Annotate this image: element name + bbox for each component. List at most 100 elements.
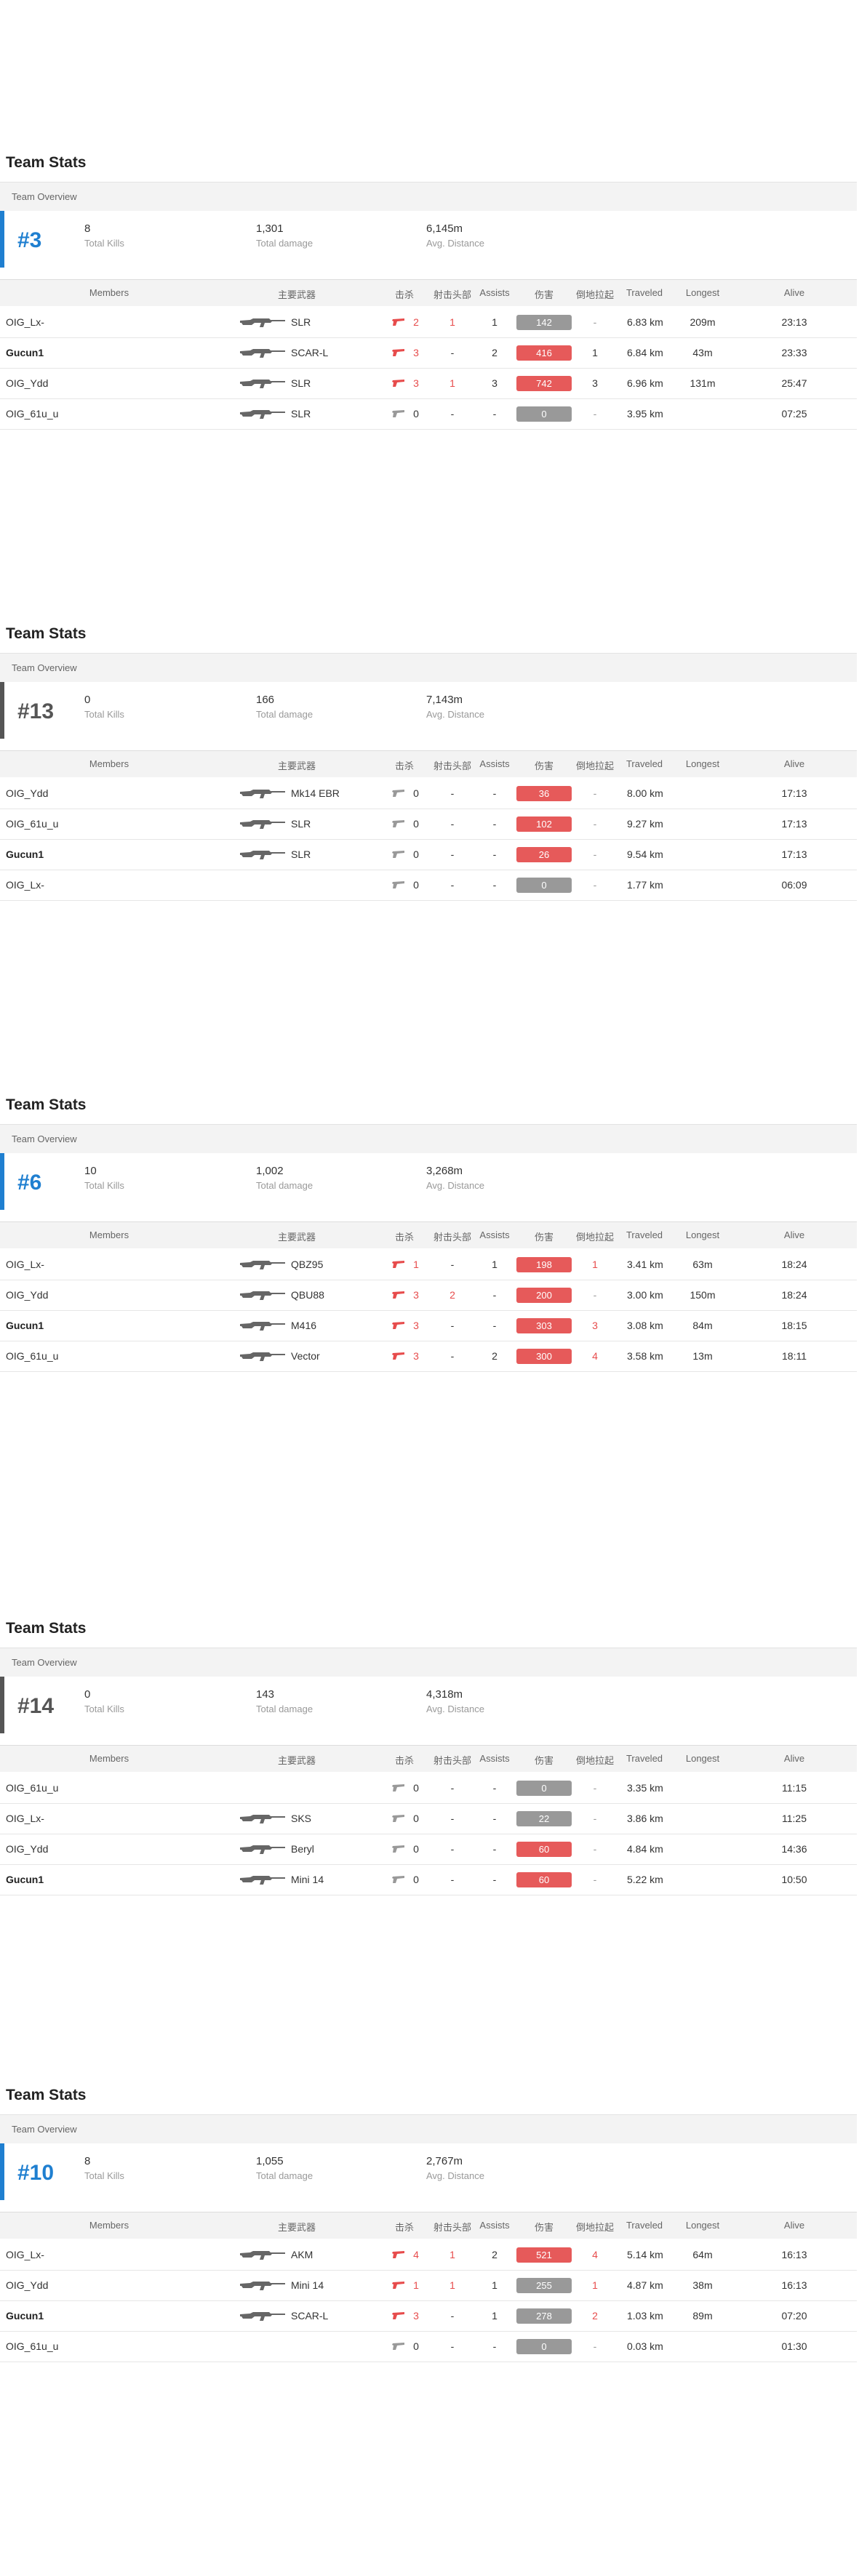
column-header[interactable]: 击杀 xyxy=(394,1232,414,1243)
column-header[interactable]: 倒地拉起 xyxy=(575,2222,614,2233)
traveled-value: 3.95 km xyxy=(627,408,663,420)
column-header[interactable]: Longest xyxy=(685,2220,720,2231)
member-name[interactable]: OIG_61u_u xyxy=(6,408,59,420)
column-header[interactable]: 主要武器 xyxy=(277,761,316,771)
member-name[interactable]: OIG_61u_u xyxy=(6,1782,59,1794)
weapon-name: SCAR-L xyxy=(291,2310,329,2322)
column-header[interactable]: 射击头部 xyxy=(433,1755,471,1766)
pistol-icon xyxy=(392,2312,404,2319)
member-name[interactable]: OIG_61u_u xyxy=(6,818,59,830)
column-header[interactable]: Traveled xyxy=(626,758,663,769)
team-overview-tab[interactable]: Team Overview xyxy=(0,2114,857,2144)
column-header[interactable]: 主要武器 xyxy=(277,1232,316,1243)
member-name[interactable]: Gucun1 xyxy=(6,848,44,860)
column-header[interactable]: Alive xyxy=(783,1753,805,1764)
member-name[interactable]: OIG_61u_u xyxy=(6,1350,59,1362)
team-overview-tab[interactable]: Team Overview xyxy=(0,653,857,683)
team-section: Team Stats Team Overview #6 10 Total Kills 1,… xyxy=(0,1096,859,1533)
column-header[interactable]: Assists xyxy=(479,758,510,769)
team-overview-tab[interactable]: Team Overview xyxy=(0,182,857,212)
column-header[interactable]: Traveled xyxy=(626,287,663,298)
team-overview-tab[interactable]: Team Overview xyxy=(0,1648,857,1677)
kills-value: 0 xyxy=(413,787,419,799)
column-header[interactable]: Assists xyxy=(479,1753,510,1764)
longest-value: 209m xyxy=(690,316,716,328)
column-header[interactable]: 主要武器 xyxy=(277,289,316,300)
member-name[interactable]: OIG_Ydd xyxy=(6,2279,49,2291)
column-header[interactable]: 主要武器 xyxy=(277,2222,316,2233)
column-header[interactable]: 主要武器 xyxy=(277,1755,316,1766)
stat-label: Total Kills xyxy=(84,2170,124,2181)
member-name[interactable]: Gucun1 xyxy=(6,2310,44,2322)
kills-value: 0 xyxy=(413,848,419,860)
column-header[interactable]: 伤害 xyxy=(534,1755,554,1766)
alive-value: 17:13 xyxy=(781,787,807,799)
member-name[interactable]: OIG_Lx- xyxy=(6,2249,44,2260)
kills-value: 3 xyxy=(413,2310,419,2322)
kills-value: 1 xyxy=(413,1259,419,1270)
headshots-value: - xyxy=(450,787,455,799)
column-header[interactable]: 击杀 xyxy=(394,761,414,771)
member-name[interactable]: OIG_Lx- xyxy=(6,1813,44,1824)
table-row: OIG_Ydd SLR 3 1 3 742 3 6.96 km 131m 25:47 xyxy=(0,368,857,399)
column-header[interactable]: Assists xyxy=(479,2220,510,2231)
section-title: Team Stats xyxy=(6,1620,87,1637)
column-header[interactable]: 倒地拉起 xyxy=(575,1232,614,1243)
column-header[interactable]: Alive xyxy=(783,1229,805,1240)
member-name[interactable]: OIG_Lx- xyxy=(6,316,44,328)
table-row: OIG_Ydd QBU88 3 2 - 200 - 3.00 km 150m 18:24 xyxy=(0,1280,857,1311)
column-header[interactable]: 伤害 xyxy=(534,2222,554,2233)
column-header[interactable]: Alive xyxy=(783,758,805,769)
column-header[interactable]: Traveled xyxy=(626,2220,663,2231)
column-header[interactable]: 伤害 xyxy=(534,289,554,300)
revives-value: - xyxy=(593,316,597,328)
pistol-icon xyxy=(392,1352,404,1360)
column-header[interactable]: Members xyxy=(89,2220,129,2231)
assists-value: 1 xyxy=(492,2310,498,2322)
column-header[interactable]: Traveled xyxy=(626,1229,663,1240)
team-overview-tab[interactable]: Team Overview xyxy=(0,1124,857,1154)
column-header[interactable]: 击杀 xyxy=(394,1755,414,1766)
member-name[interactable]: Gucun1 xyxy=(6,347,44,358)
column-header[interactable]: 倒地拉起 xyxy=(575,761,614,771)
column-header[interactable]: 射击头部 xyxy=(433,1232,471,1243)
column-header[interactable]: Assists xyxy=(479,287,510,298)
member-name[interactable]: Gucun1 xyxy=(6,1874,44,1885)
column-header[interactable]: 射击头部 xyxy=(433,761,471,771)
column-header[interactable]: 击杀 xyxy=(394,2222,414,2233)
column-header[interactable]: Longest xyxy=(685,287,720,298)
column-header[interactable]: Members xyxy=(89,287,129,298)
member-name[interactable]: OIG_Ydd xyxy=(6,787,49,799)
weapon-icon xyxy=(240,1876,285,1885)
stat-value: 6,145m xyxy=(426,222,463,235)
column-header[interactable]: Alive xyxy=(783,2220,805,2231)
member-name[interactable]: OIG_61u_u xyxy=(6,2340,59,2352)
column-header[interactable]: 倒地拉起 xyxy=(575,1755,614,1766)
table-header: Members 主要武器 击杀 射击头部 Assists 伤害 倒地拉起 Traveled Lo… xyxy=(0,279,857,306)
member-name[interactable]: OIG_Ydd xyxy=(6,377,49,389)
member-name[interactable]: OIG_Lx- xyxy=(6,1259,44,1270)
member-name[interactable]: OIG_Ydd xyxy=(6,1289,49,1301)
column-header[interactable]: 伤害 xyxy=(534,1232,554,1243)
alive-value: 18:15 xyxy=(781,1320,807,1331)
column-header[interactable]: 伤害 xyxy=(534,761,554,771)
member-name[interactable]: OIG_Lx- xyxy=(6,879,44,891)
column-header[interactable]: Longest xyxy=(685,1229,720,1240)
column-header[interactable]: Members xyxy=(89,758,129,769)
column-header[interactable]: 击杀 xyxy=(394,289,414,300)
column-header[interactable]: Members xyxy=(89,1753,129,1764)
weapon-name: Beryl xyxy=(291,1843,314,1855)
column-header[interactable]: Assists xyxy=(479,1229,510,1240)
column-header[interactable]: Alive xyxy=(783,287,805,298)
column-header[interactable]: 倒地拉起 xyxy=(575,289,614,300)
column-header[interactable]: Members xyxy=(89,1229,129,1240)
column-header[interactable]: Traveled xyxy=(626,1753,663,1764)
column-header[interactable]: 射击头部 xyxy=(433,289,471,300)
column-header[interactable]: Longest xyxy=(685,1753,720,1764)
member-name[interactable]: OIG_Ydd xyxy=(6,1843,49,1855)
member-name[interactable]: Gucun1 xyxy=(6,1320,44,1331)
column-header[interactable]: 射击头部 xyxy=(433,2222,471,2233)
stat-label: Avg. Distance xyxy=(426,1180,484,1191)
team-overview-label: Team Overview xyxy=(12,662,77,673)
column-header[interactable]: Longest xyxy=(685,758,720,769)
